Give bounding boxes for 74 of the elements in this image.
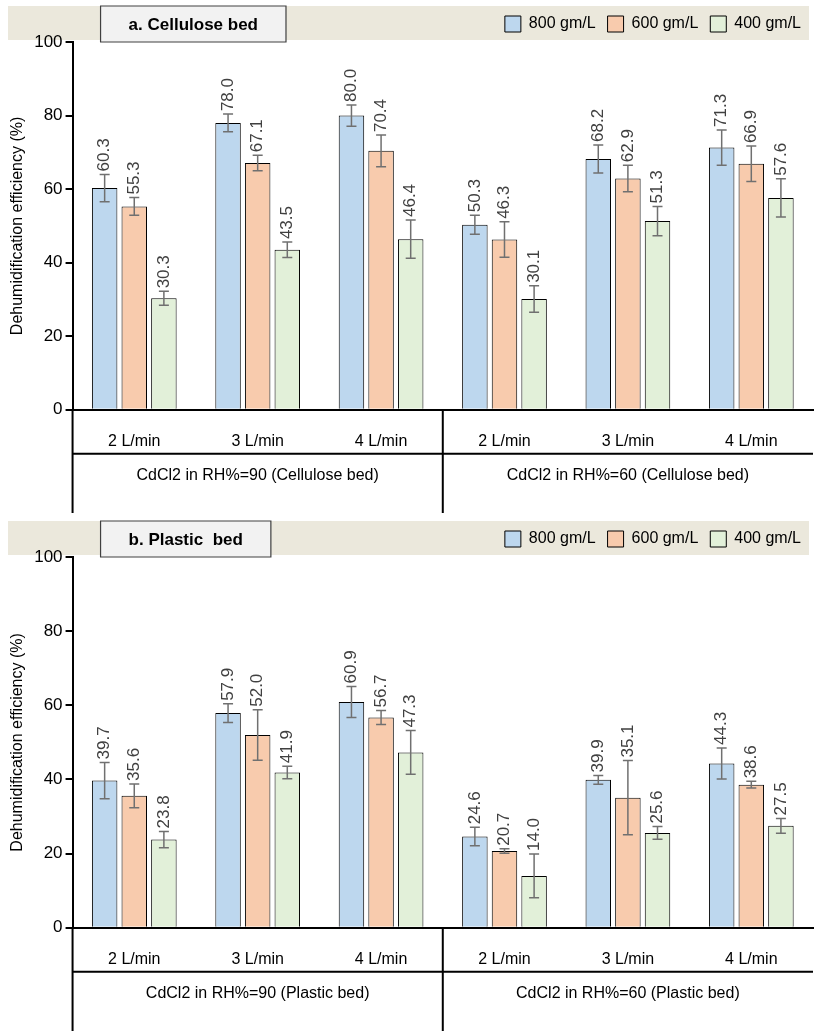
data-label: 71.3: [711, 93, 731, 127]
legend-label: 600 gm/L: [631, 529, 699, 547]
y-tick-label: 80: [43, 105, 63, 125]
text: CdCl2 in RH%=60 (Cellulose bed): [506, 466, 750, 484]
data-label: 47.3: [400, 694, 420, 728]
data-label: 52.0: [247, 673, 267, 707]
legend-label: 400 gm/L: [734, 529, 802, 547]
legend-label: 800 gm/L: [528, 529, 596, 547]
legend-label: 800 gm/L: [528, 14, 596, 32]
data-label: 23.8: [153, 795, 173, 829]
data-label: 39.9: [587, 739, 607, 773]
data-label: 80.0: [341, 68, 361, 102]
x-tick-label: 3 L/min: [231, 431, 284, 449]
data-label: 35.6: [123, 747, 143, 781]
x-tick-label: 2 L/min: [478, 949, 531, 967]
data-label: 60.3: [94, 138, 114, 172]
y-tick-label: 40: [43, 252, 63, 272]
data-label: 57.6: [770, 142, 790, 176]
y-tick-label: 80: [43, 620, 63, 640]
data-label: 66.9: [740, 109, 760, 144]
data-label: 67.1: [247, 119, 267, 153]
legend-label: 400 gm/L: [734, 14, 802, 32]
x-tick-label: 4 L/min: [725, 431, 778, 449]
data-label: 78.0: [217, 78, 237, 112]
chart-title: b. Plastic bed: [128, 529, 243, 549]
y-axis-title: Dehumidification efficiency (%): [8, 633, 26, 852]
data-label: 14.0: [523, 817, 543, 852]
data-label: 35.1: [617, 724, 637, 758]
data-label: 50.3: [464, 179, 484, 213]
data-label: 68.2: [587, 108, 607, 142]
data-label: 62.9: [617, 129, 637, 163]
y-tick-label: 0: [53, 917, 63, 937]
data-label: 44.3: [711, 711, 731, 745]
y-tick-label: 60: [43, 178, 63, 198]
x-tick-label: 2 L/min: [108, 949, 161, 967]
legend-label: 600 gm/L: [631, 14, 699, 32]
y-tick-label: 0: [53, 399, 63, 419]
x-tick-label: 4 L/min: [354, 431, 408, 449]
text: CdCl2 in RH%=90 (Cellulose bed): [136, 466, 379, 484]
y-tick-label: 100: [34, 31, 63, 51]
x-tick-label: 3 L/min: [601, 949, 655, 967]
x-tick-label: 2 L/min: [108, 431, 161, 449]
text: CdCl2 in RH%=90 (Plastic bed): [145, 984, 370, 1002]
x-tick-label: 4 L/min: [725, 949, 778, 967]
data-label: 27.5: [770, 782, 790, 816]
x-tick-label: 3 L/min: [231, 949, 284, 967]
x-tick-label: 2 L/min: [478, 431, 531, 449]
text: CdCl2 in RH%=60 (Plastic bed): [516, 984, 740, 1002]
data-label: 25.6: [647, 790, 667, 824]
data-label: 38.6: [740, 745, 760, 779]
data-label: 46.4: [400, 183, 420, 218]
data-label: 41.9: [276, 730, 296, 764]
data-label: 39.7: [94, 726, 114, 760]
y-tick-label: 100: [34, 546, 63, 566]
data-label: 20.7: [494, 812, 514, 846]
data-label: 55.3: [123, 161, 143, 195]
data-label: 57.9: [217, 667, 237, 701]
data-label: 51.3: [647, 170, 667, 204]
data-label: 60.9: [341, 650, 361, 684]
data-label: 24.6: [464, 791, 484, 825]
y-tick-label: 60: [43, 695, 63, 715]
y-axis-title: Dehumidification efficiency (%): [8, 116, 26, 336]
x-tick-label: 3 L/min: [601, 431, 655, 449]
data-label: 43.5: [276, 205, 296, 240]
y-tick-label: 20: [43, 325, 63, 345]
x-tick-label: 4 L/min: [354, 949, 408, 967]
data-label: 70.4: [370, 98, 390, 133]
data-label: 30.1: [523, 249, 543, 283]
y-tick-label: 20: [43, 843, 63, 863]
data-label: 46.3: [494, 185, 514, 219]
y-tick-label: 40: [43, 769, 63, 789]
data-label: 30.3: [153, 255, 173, 289]
chart-title: a. Cellulose bed: [128, 14, 258, 34]
data-label: 56.7: [370, 674, 390, 708]
